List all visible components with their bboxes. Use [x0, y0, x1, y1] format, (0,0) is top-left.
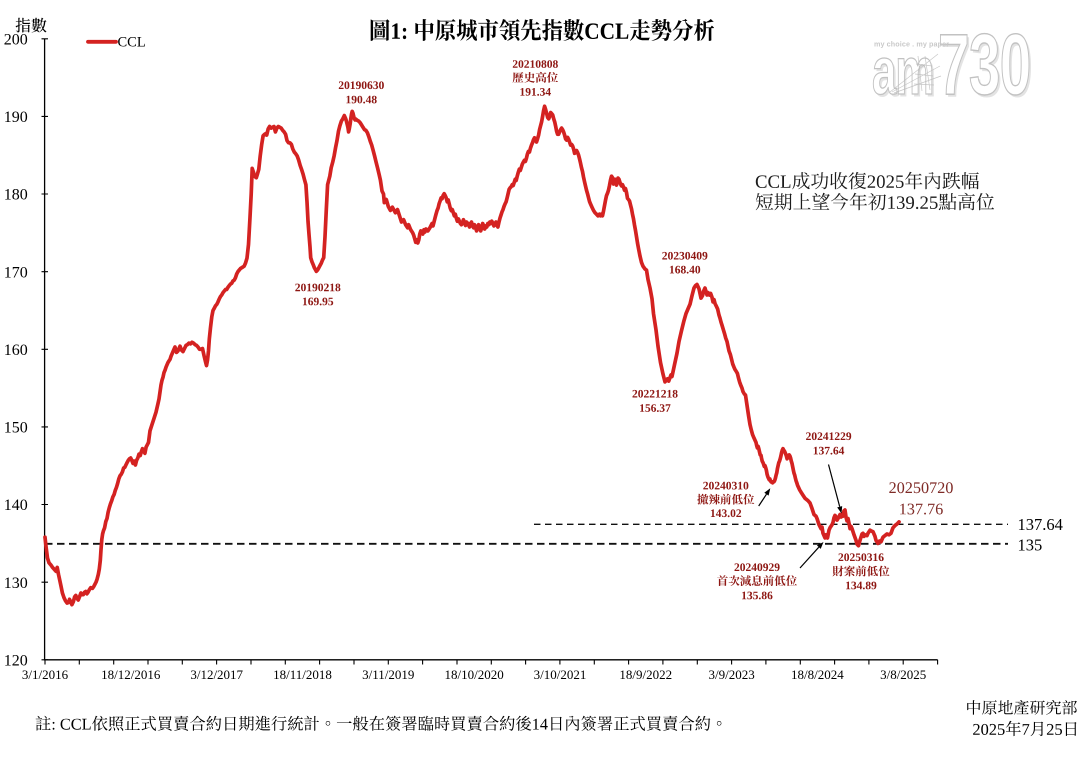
svg-text:730: 730	[940, 20, 1033, 116]
svg-text:CCL: CCL	[118, 35, 146, 51]
svg-text:18/10/2020: 18/10/2020	[444, 667, 503, 682]
svg-text:3/10/2021: 3/10/2021	[534, 667, 587, 682]
svg-text:18/9/2022: 18/9/2022	[619, 667, 672, 682]
svg-text:am: am	[872, 35, 933, 109]
svg-text:18/11/2018: 18/11/2018	[273, 667, 332, 682]
svg-text:135: 135	[1018, 535, 1043, 554]
svg-text:my choice . my paper: my choice . my paper	[874, 40, 949, 49]
svg-text:3/8/2025: 3/8/2025	[880, 667, 926, 682]
svg-text:170: 170	[4, 264, 28, 281]
svg-text:3/9/2023: 3/9/2023	[708, 667, 754, 682]
svg-text:3/1/2016: 3/1/2016	[22, 667, 69, 682]
svg-text:190: 190	[4, 109, 28, 126]
svg-text:18/8/2024: 18/8/2024	[791, 667, 844, 682]
svg-text:130: 130	[4, 575, 28, 592]
svg-text:am: am	[874, 37, 935, 111]
svg-text:730: 730	[938, 17, 1031, 113]
svg-text:160: 160	[4, 342, 28, 359]
svg-text:200: 200	[4, 31, 28, 48]
svg-text:180: 180	[4, 187, 28, 204]
svg-text:120: 120	[4, 652, 28, 669]
svg-text:150: 150	[4, 420, 28, 437]
svg-text:18/12/2016: 18/12/2016	[101, 667, 161, 682]
svg-text:3/12/2017: 3/12/2017	[190, 667, 243, 682]
svg-text:3/11/2019: 3/11/2019	[362, 667, 414, 682]
svg-text:140: 140	[4, 497, 28, 514]
svg-text:137.64: 137.64	[1018, 515, 1063, 534]
